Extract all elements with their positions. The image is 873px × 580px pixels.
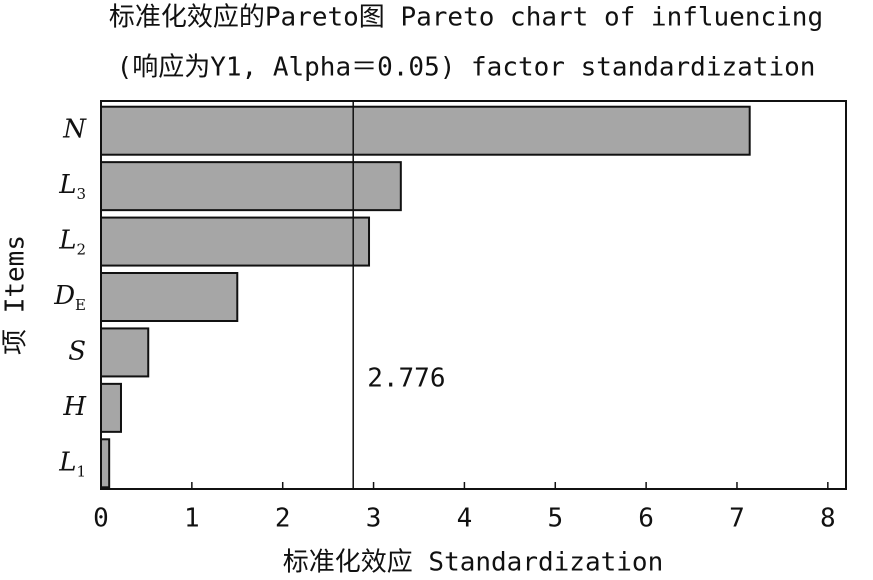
x-tick-label: 6	[638, 504, 654, 534]
y-tick-label: S	[68, 336, 86, 366]
x-tick-label: 2	[275, 504, 291, 534]
category-subscript: 1	[76, 462, 86, 480]
bar	[100, 327, 150, 378]
y-tick-label: L3	[58, 170, 86, 203]
x-axis-label: 标准化效应 Standardization	[283, 548, 663, 578]
category-name: H	[62, 392, 87, 422]
x-tick-label: 5	[547, 504, 563, 534]
bar	[100, 438, 111, 489]
bar	[100, 161, 402, 212]
y-tick-label: DE	[53, 281, 86, 314]
category-name: L	[58, 447, 76, 477]
category-subscript: 3	[76, 185, 86, 203]
bar	[100, 272, 239, 322]
x-tick-label: 0	[93, 504, 109, 534]
y-tick-label: L2	[58, 226, 86, 259]
y-tick-label: L1	[58, 447, 86, 480]
chart-title: 标准化效应的Pareto图 Pareto chart of influencin…	[109, 3, 823, 33]
category-subscript: E	[75, 296, 86, 314]
x-tick-label: 7	[729, 504, 745, 534]
x-tick-label: 1	[184, 504, 200, 534]
bar	[100, 105, 751, 156]
chart-subtitle: (响应为Y1, Alpha＝0.05) factor standardizati…	[117, 53, 816, 83]
category-name: D	[53, 281, 75, 311]
x-tick-label: 8	[820, 504, 836, 534]
y-tick-label: N	[62, 115, 87, 145]
category-name: N	[62, 115, 87, 145]
bar	[100, 216, 371, 267]
y-axis-label: 项 Items	[1, 235, 31, 355]
y-tick-label: H	[62, 392, 87, 422]
category-name: L	[58, 226, 76, 256]
category-subscript: 2	[76, 241, 86, 259]
bar	[100, 382, 122, 433]
category-name: S	[68, 336, 86, 366]
reference-label: 2.776	[367, 364, 445, 394]
x-tick-label: 4	[457, 504, 473, 534]
category-name: L	[58, 170, 76, 200]
x-tick-label: 3	[366, 504, 382, 534]
